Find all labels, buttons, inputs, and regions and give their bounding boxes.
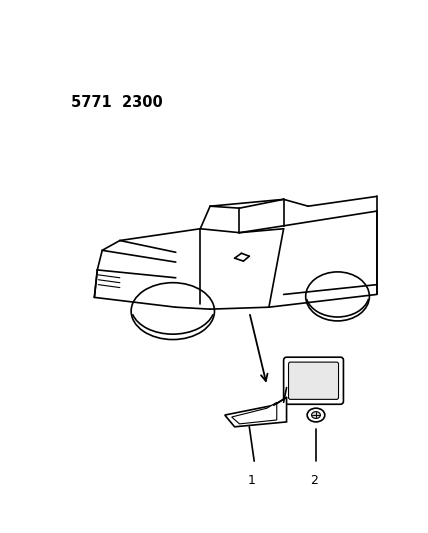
Ellipse shape [131, 282, 214, 340]
FancyBboxPatch shape [288, 362, 339, 399]
Polygon shape [232, 402, 277, 424]
Ellipse shape [307, 408, 325, 422]
Text: 1: 1 [247, 474, 255, 487]
Ellipse shape [306, 272, 369, 321]
Ellipse shape [312, 411, 321, 418]
Text: 2: 2 [310, 474, 318, 487]
FancyBboxPatch shape [284, 357, 343, 404]
Polygon shape [225, 398, 287, 427]
Text: 5771  2300: 5771 2300 [71, 95, 163, 110]
